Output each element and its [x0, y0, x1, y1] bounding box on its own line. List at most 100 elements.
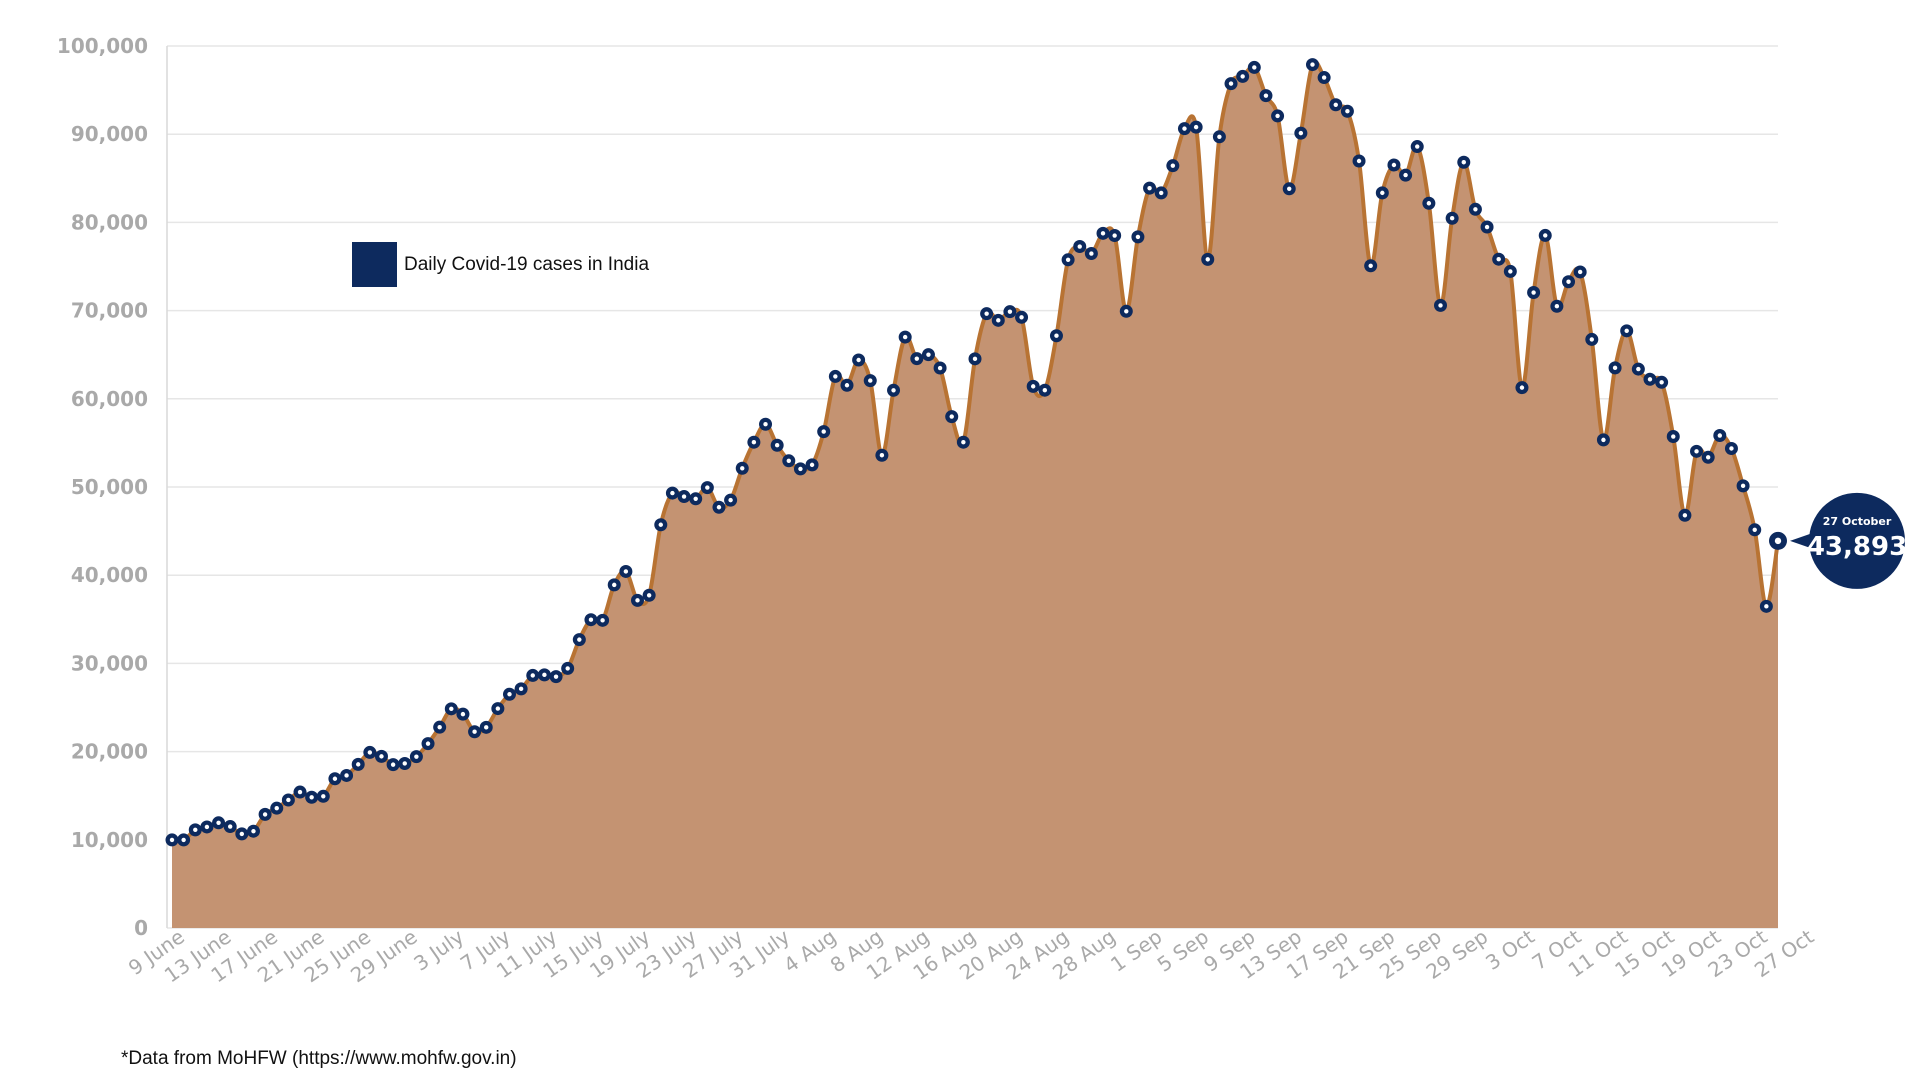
data-point-center	[542, 672, 547, 678]
data-point-center	[425, 741, 431, 746]
x-tick-label: 5 Sep	[1153, 924, 1213, 976]
data-point-center	[495, 706, 501, 711]
data-point-center	[181, 837, 186, 843]
data-point-center	[309, 795, 314, 800]
data-point-center	[274, 805, 279, 811]
data-point-center	[774, 443, 780, 448]
y-tick-label: 90,000	[71, 122, 148, 146]
data-point-center	[1729, 446, 1734, 451]
data-point-center	[1589, 337, 1594, 342]
x-tick-label: 4 Aug	[779, 924, 840, 977]
callout-pointer	[1790, 532, 1813, 549]
data-point-center	[1659, 380, 1664, 385]
data-point-center	[367, 750, 373, 755]
data-point-center	[1694, 449, 1699, 454]
data-point-center	[1461, 160, 1466, 165]
data-point-center	[1042, 388, 1048, 393]
data-point-center	[984, 311, 989, 316]
data-point-center	[902, 334, 908, 340]
legend-label: Daily Covid-19 cases in India	[404, 254, 649, 275]
data-point-center	[1170, 163, 1176, 168]
data-point-center	[1287, 186, 1292, 192]
data-point-center	[600, 618, 605, 623]
data-point-center	[1356, 158, 1362, 164]
data-point-center	[751, 440, 757, 445]
data-point-center	[1159, 190, 1164, 196]
data-point-center	[1415, 144, 1420, 149]
data-point-center	[379, 754, 384, 759]
series-layer	[165, 58, 1787, 928]
data-point-center	[356, 762, 361, 767]
data-point-center	[286, 797, 291, 803]
data-point-center	[693, 496, 698, 502]
data-point-center	[1193, 124, 1199, 130]
data-point-center	[1484, 224, 1490, 230]
data-point-center	[1019, 315, 1024, 320]
data-point-center	[414, 754, 419, 759]
data-point-center	[577, 637, 582, 642]
data-point-center	[1112, 233, 1117, 238]
y-tick-label: 40,000	[71, 563, 148, 587]
data-point-center	[1752, 527, 1757, 532]
data-point-center	[1228, 81, 1234, 86]
legend: Daily Covid-19 cases in India	[352, 242, 649, 287]
data-point-center	[1310, 62, 1315, 67]
data-point-center	[1380, 190, 1385, 196]
data-point-center	[1519, 385, 1525, 390]
data-point-center	[1240, 74, 1245, 79]
data-point-center	[1764, 604, 1769, 609]
data-point-center	[239, 831, 245, 837]
data-point-center	[1100, 231, 1106, 236]
data-point-center	[949, 414, 954, 419]
data-point-center	[879, 453, 885, 458]
data-point-center	[227, 824, 233, 829]
data-point-center	[1577, 269, 1583, 275]
data-point-center	[1449, 216, 1455, 221]
source-footnote: *Data from MoHFW (https://www.mohfw.gov.…	[121, 1048, 517, 1069]
data-point-center	[460, 711, 466, 717]
x-tick-label: 3 Oct	[1481, 924, 1539, 975]
x-tick-label: 1 Sep	[1106, 924, 1166, 976]
data-point-center	[1426, 201, 1432, 206]
data-point-center	[1403, 172, 1408, 178]
data-point-center	[1275, 113, 1280, 119]
data-point-center	[1705, 455, 1711, 460]
data-point-center	[588, 617, 594, 622]
data-point-center	[681, 494, 687, 499]
data-point-center	[262, 812, 268, 817]
data-point-center	[1205, 257, 1210, 262]
data-point-center	[1740, 483, 1746, 489]
data-point-center	[972, 356, 978, 362]
callout-bubble	[1809, 492, 1905, 589]
data-point-center	[996, 318, 1001, 323]
data-point-center	[1065, 257, 1071, 262]
data-point-center	[635, 598, 640, 603]
data-point-center	[612, 582, 617, 588]
data-point-center	[926, 352, 931, 357]
data-point-center	[786, 458, 791, 463]
data-point-center	[891, 388, 896, 393]
data-point-center	[472, 729, 477, 734]
data-point-center	[740, 466, 745, 471]
data-point-center	[1007, 309, 1013, 314]
data-point-center	[1077, 244, 1082, 249]
last-value-callout: 27 October 43,893	[1790, 492, 1907, 589]
data-point-center	[1554, 304, 1560, 309]
data-point-center	[1647, 377, 1653, 382]
data-point-center	[484, 725, 489, 730]
data-point-center	[658, 522, 663, 527]
data-point-center	[1217, 134, 1222, 139]
data-point-center	[449, 706, 454, 712]
data-point-center	[530, 673, 535, 678]
data-point-center	[553, 674, 559, 679]
y-tick-label: 70,000	[71, 299, 148, 323]
data-point-center	[204, 824, 210, 830]
data-point-center	[565, 666, 570, 671]
data-point-center	[1636, 366, 1641, 372]
data-point-center	[1612, 365, 1618, 371]
data-point-center	[1543, 233, 1548, 238]
data-point-center	[1298, 130, 1304, 136]
data-point-center	[1263, 93, 1269, 98]
data-point-center	[1496, 256, 1501, 262]
data-point-center	[1601, 437, 1606, 443]
